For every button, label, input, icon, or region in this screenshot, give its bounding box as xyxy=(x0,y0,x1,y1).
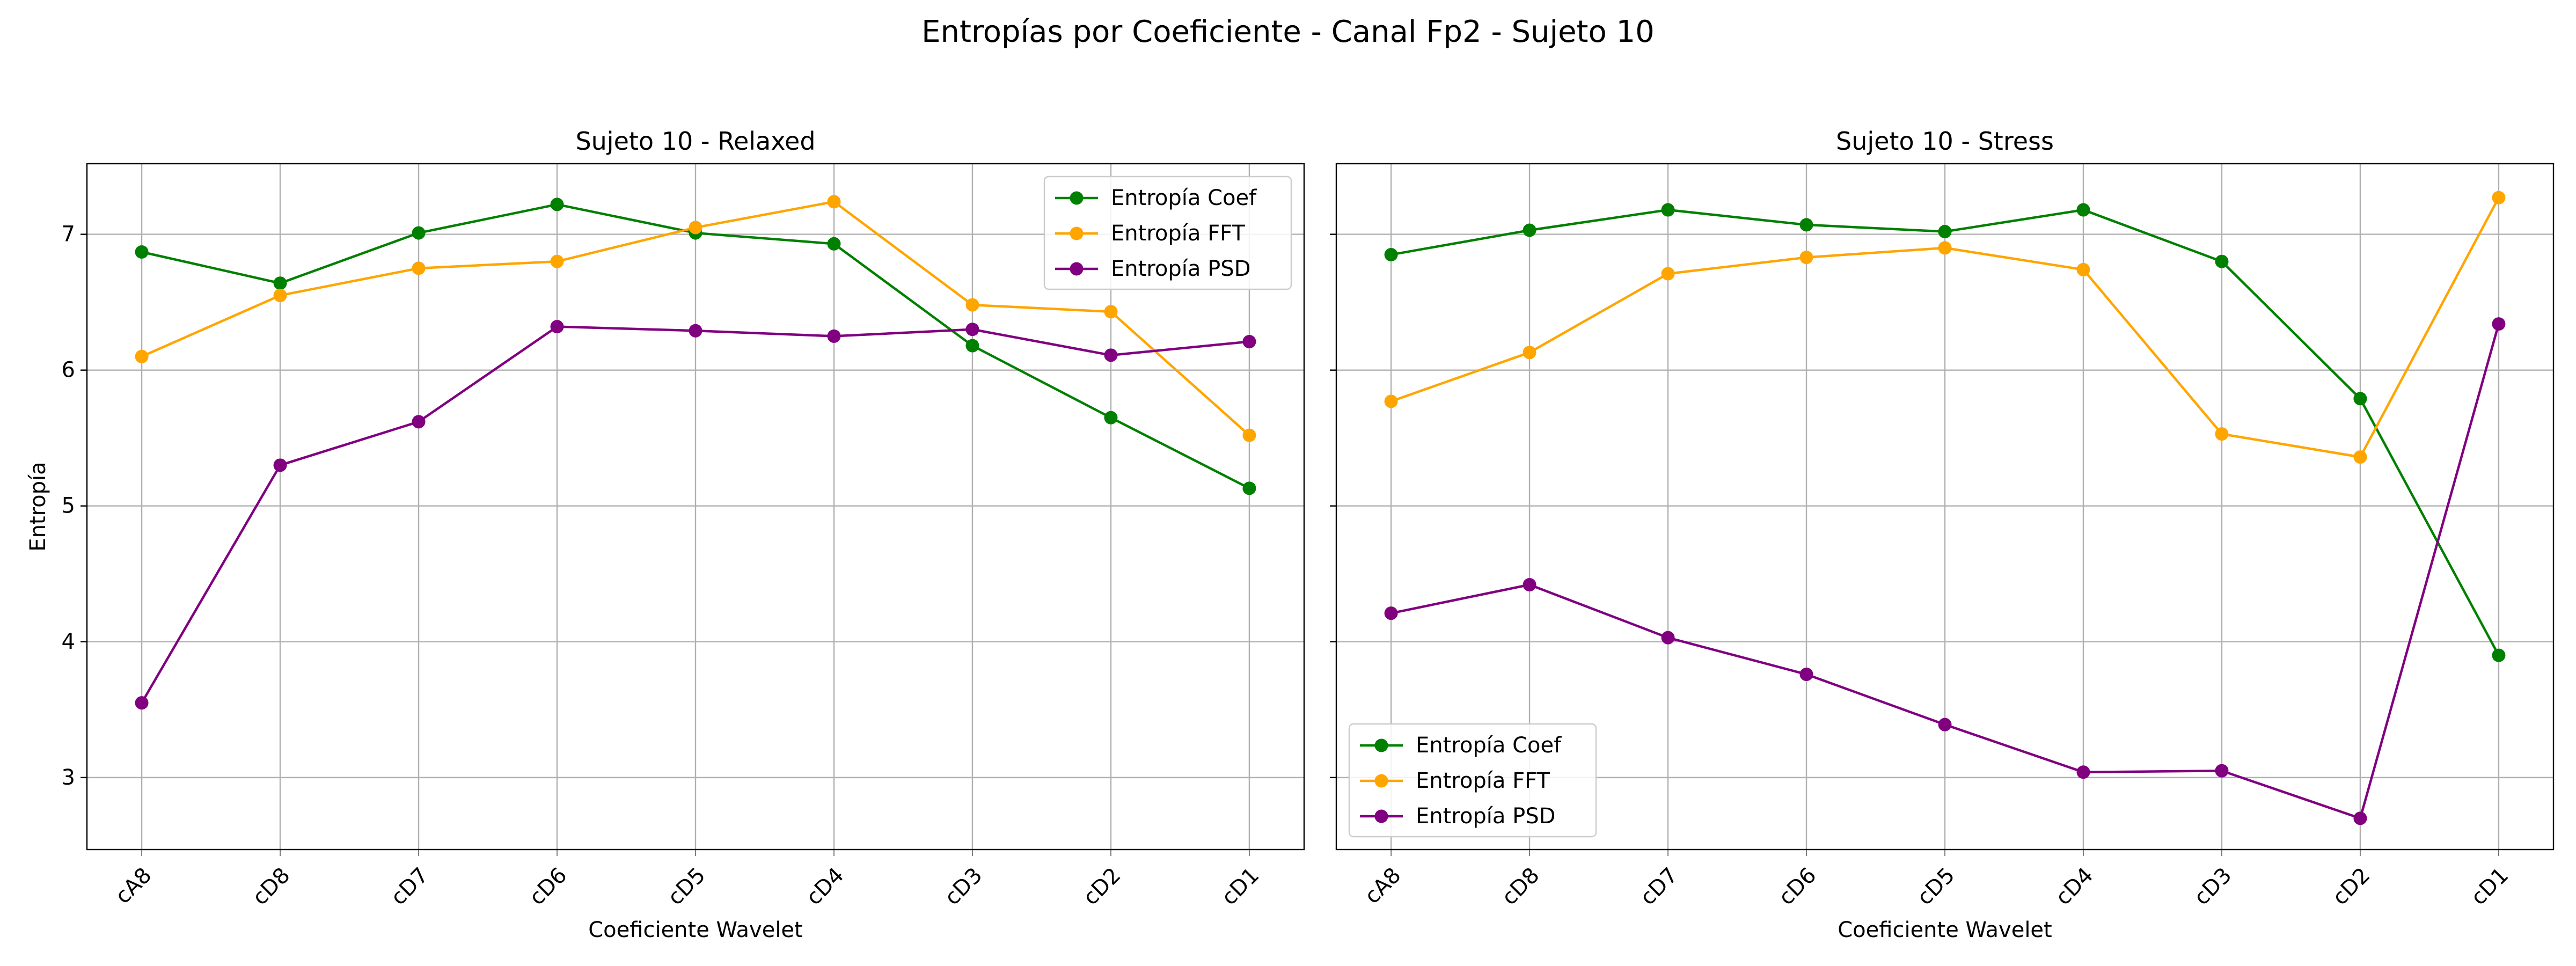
data-point-entrop-a-fft xyxy=(1799,251,1813,265)
legend-marker-entrop-a-coef xyxy=(1374,738,1388,752)
data-point-entrop-a-psd xyxy=(2353,811,2367,825)
legend-box xyxy=(1043,175,1292,290)
data-point-entrop-a-fft xyxy=(135,349,149,363)
legend-label-entrop-a-fft: Entropía FFT xyxy=(1111,221,1245,246)
legend-label-entrop-a-fft: Entropía FFT xyxy=(1416,769,1550,793)
y-axis-label: Entropía xyxy=(26,462,50,551)
legend-label-entrop-a-psd: Entropía PSD xyxy=(1416,804,1555,829)
data-point-entrop-a-coef xyxy=(273,276,287,290)
legend-marker-entrop-a-psd xyxy=(1374,809,1388,823)
data-point-entrop-a-coef xyxy=(2353,392,2367,406)
data-point-entrop-a-fft xyxy=(550,254,564,268)
legend-label-entrop-a-coef: Entropía Coef xyxy=(1416,733,1562,758)
panel-title: Sujeto 10 - Stress xyxy=(1836,127,2054,156)
data-point-entrop-a-coef xyxy=(550,197,564,211)
data-point-entrop-a-fft xyxy=(1938,241,1952,255)
data-point-entrop-a-coef xyxy=(1104,411,1118,425)
data-point-entrop-a-psd xyxy=(1661,631,1675,645)
data-point-entrop-a-fft xyxy=(273,288,287,302)
data-point-entrop-a-coef xyxy=(1938,225,1952,239)
data-point-entrop-a-coef xyxy=(1384,248,1398,262)
data-point-entrop-a-psd xyxy=(273,458,287,472)
data-point-entrop-a-coef xyxy=(2492,648,2506,662)
data-point-entrop-a-fft xyxy=(2492,191,2506,204)
data-point-entrop-a-fft xyxy=(1384,394,1398,408)
data-point-entrop-a-fft xyxy=(2215,427,2229,441)
data-point-entrop-a-fft xyxy=(1104,305,1118,319)
data-point-entrop-a-coef xyxy=(1242,481,1256,495)
legend-marker-entrop-a-fft xyxy=(1374,774,1388,788)
data-point-entrop-a-coef xyxy=(1661,203,1675,217)
x-axis-label: Coeficiente Wavelet xyxy=(1838,918,2052,942)
y-tick-label: 3 xyxy=(62,765,75,790)
data-point-entrop-a-psd xyxy=(689,324,702,338)
panel-title: Sujeto 10 - Relaxed xyxy=(575,127,815,156)
data-point-entrop-a-psd xyxy=(135,696,149,710)
figure-suptitle: Entropías por Coeficiente - Canal Fp2 - … xyxy=(921,14,1655,49)
legend-marker-entrop-a-fft xyxy=(1070,226,1084,240)
data-point-entrop-a-fft xyxy=(1523,346,1536,360)
data-point-entrop-a-coef xyxy=(965,339,979,353)
data-point-entrop-a-fft xyxy=(965,298,979,312)
y-tick-label: 7 xyxy=(62,222,75,247)
data-point-entrop-a-coef xyxy=(2076,203,2090,217)
legend-label-entrop-a-coef: Entropía Coef xyxy=(1111,186,1257,210)
legend-label-entrop-a-psd: Entropía PSD xyxy=(1111,257,1250,281)
legend: Entropía Coef Entropía FFT Entropía PSD xyxy=(1348,723,1597,838)
data-point-entrop-a-fft xyxy=(827,195,841,209)
data-point-entrop-a-fft xyxy=(689,221,702,235)
data-point-entrop-a-psd xyxy=(1104,348,1118,362)
data-point-entrop-a-psd xyxy=(2492,317,2506,331)
y-tick-label: 4 xyxy=(62,630,75,654)
data-point-entrop-a-fft xyxy=(2076,262,2090,276)
data-point-entrop-a-coef xyxy=(1523,223,1536,237)
legend-marker-entrop-a-coef xyxy=(1070,191,1084,205)
x-axis-label: Coeficiente Wavelet xyxy=(588,918,802,942)
data-point-entrop-a-psd xyxy=(827,329,841,343)
data-point-entrop-a-psd xyxy=(550,320,564,334)
data-point-entrop-a-psd xyxy=(1799,668,1813,682)
y-tick-label: 5 xyxy=(62,494,75,518)
data-point-entrop-a-psd xyxy=(1523,578,1536,592)
y-tick-label: 6 xyxy=(62,358,75,383)
data-point-entrop-a-psd xyxy=(412,415,426,429)
data-point-entrop-a-coef xyxy=(135,245,149,259)
data-point-entrop-a-psd xyxy=(1384,606,1398,620)
legend-box xyxy=(1348,723,1597,838)
data-point-entrop-a-coef xyxy=(827,237,841,251)
data-point-entrop-a-fft xyxy=(1242,428,1256,442)
data-point-entrop-a-coef xyxy=(2215,254,2229,268)
data-point-entrop-a-psd xyxy=(2215,764,2229,778)
data-point-entrop-a-psd xyxy=(1938,718,1952,731)
data-point-entrop-a-fft xyxy=(2353,450,2367,464)
data-point-entrop-a-fft xyxy=(1661,267,1675,281)
data-point-entrop-a-coef xyxy=(412,226,426,240)
data-point-entrop-a-psd xyxy=(2076,765,2090,779)
legend: Entropía Coef Entropía FFT Entropía PSD xyxy=(1043,175,1292,290)
data-point-entrop-a-coef xyxy=(1799,218,1813,232)
legend-marker-entrop-a-psd xyxy=(1070,262,1084,276)
data-point-entrop-a-psd xyxy=(1242,335,1256,349)
data-point-entrop-a-fft xyxy=(412,261,426,275)
data-point-entrop-a-psd xyxy=(965,323,979,336)
